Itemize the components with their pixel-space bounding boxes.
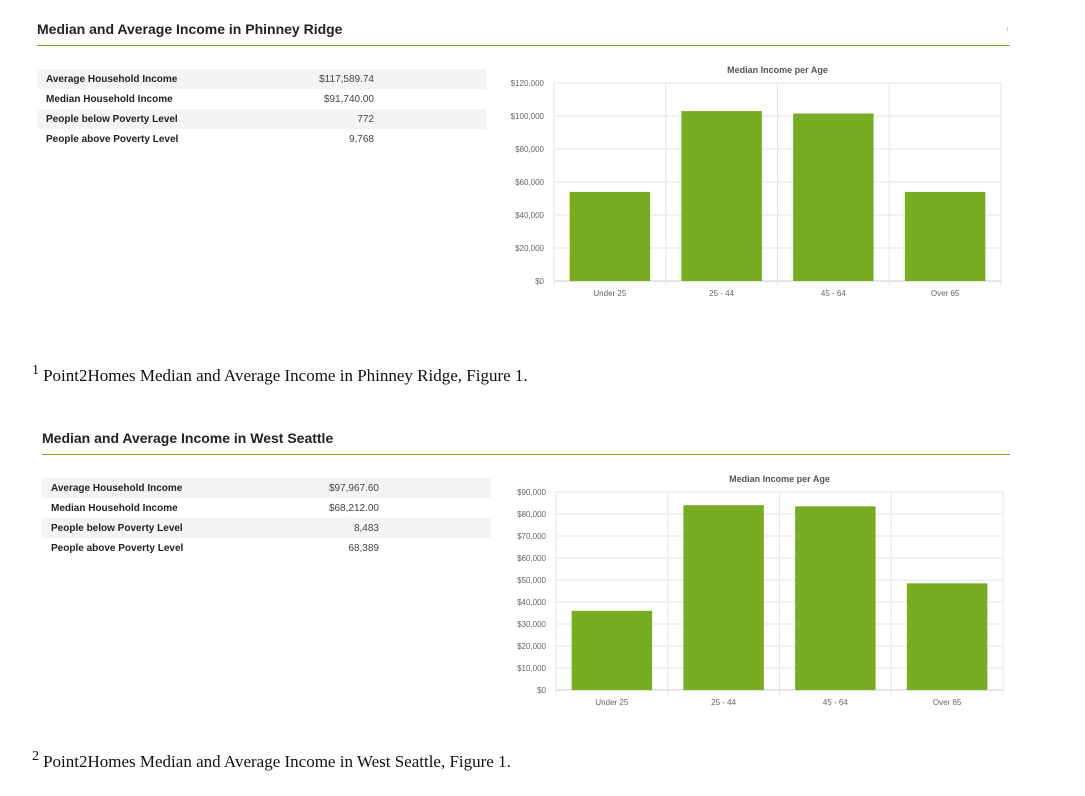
bar xyxy=(795,506,876,690)
x-tick-label: 45 - 64 xyxy=(823,698,848,707)
stat-value: $97,967.60 xyxy=(232,478,379,498)
median-income-chart: Median Income per Age $0 $20,000 $40,000 $60… xyxy=(495,60,1007,305)
y-tick-label: $60,000 xyxy=(515,178,544,187)
y-tick-label: $70,000 xyxy=(517,532,546,541)
stat-value: $68,212.00 xyxy=(328,502,379,514)
x-tick-label: 45 - 64 xyxy=(821,289,846,298)
table-row: Average Household Income $97,967.60 xyxy=(42,478,491,498)
table-row: People above Poverty Level 9,768 xyxy=(37,129,486,149)
bar xyxy=(681,111,762,281)
bar xyxy=(571,610,653,690)
stat-label: Average Household Income xyxy=(42,478,232,498)
stat-value: $91,740.00 xyxy=(323,93,374,105)
stat-label: Median Household Income xyxy=(51,502,178,514)
y-tick-label: $80,000 xyxy=(517,510,546,519)
section-divider xyxy=(42,454,1010,455)
y-tick-label: $0 xyxy=(535,277,544,286)
y-tick-label: $80,000 xyxy=(515,145,544,154)
x-tick-label: Under 25 xyxy=(593,289,626,298)
y-tick-label: $90,000 xyxy=(517,488,546,497)
y-tick-label: $40,000 xyxy=(515,211,544,220)
table-row: People above Poverty Level 68,389 xyxy=(42,538,491,558)
table-row: People below Poverty Level 772 xyxy=(37,109,486,129)
footnote: 2 Point2Homes Median and Average Income i… xyxy=(32,748,511,772)
bar xyxy=(683,505,764,690)
bar xyxy=(793,113,874,282)
footnote-text: Point2Homes Median and Average Income in… xyxy=(43,366,528,385)
income-stats-table: Average Household Income $97,967.60 Medi… xyxy=(42,478,491,558)
table-row: Average Household Income $117,589.74 xyxy=(37,69,486,89)
table-row: Median Household Income $91,740.00 xyxy=(37,89,486,109)
section-mark: i xyxy=(1007,27,1009,33)
x-tick-label: Under 25 xyxy=(595,698,628,707)
stat-value: 772 xyxy=(227,109,374,129)
y-tick-label: $120,000 xyxy=(511,79,545,88)
stat-value: 8,483 xyxy=(232,518,379,538)
x-tick-label: 25 - 44 xyxy=(711,698,736,707)
section-title: Median and Average Income in Phinney Rid… xyxy=(37,21,343,37)
y-tick-label: $10,000 xyxy=(517,664,546,673)
x-tick-label: Over 65 xyxy=(931,289,960,298)
y-tick-label: $40,000 xyxy=(517,598,546,607)
median-income-chart-svg: Median Income per Age $0 $20,000 $40,000 $60… xyxy=(511,65,1002,298)
y-tick-label: $20,000 xyxy=(515,244,544,253)
stat-value: 9,768 xyxy=(348,133,374,145)
section-title: Median and Average Income in West Seattl… xyxy=(42,430,334,446)
chart-title: Median Income per Age xyxy=(727,65,828,75)
y-tick-label: $60,000 xyxy=(517,554,546,563)
bar xyxy=(904,191,986,281)
x-tick-label: 25 - 44 xyxy=(709,289,734,298)
median-income-chart: Median Income per Age $0 $10,000 $20,000 $30… xyxy=(497,469,1009,714)
bar xyxy=(906,583,988,690)
x-tick-label: Over 65 xyxy=(933,698,962,707)
income-stats-table: Average Household Income $117,589.74 Med… xyxy=(37,69,486,149)
stat-label: People above Poverty Level xyxy=(51,542,184,554)
footnote: 1 Point2Homes Median and Average Income i… xyxy=(32,362,528,386)
table-row: People below Poverty Level 8,483 xyxy=(42,518,491,538)
stat-label: Median Household Income xyxy=(46,93,173,105)
bar xyxy=(569,191,651,281)
y-tick-label: $30,000 xyxy=(517,620,546,629)
chart-title: Median Income per Age xyxy=(729,474,830,484)
y-tick-label: $0 xyxy=(537,686,546,695)
stat-label: People above Poverty Level xyxy=(46,133,179,145)
median-income-chart-svg: Median Income per Age $0 $10,000 $20,000 $30… xyxy=(517,474,1004,707)
stat-value: 68,389 xyxy=(348,542,379,554)
stat-label: People below Poverty Level xyxy=(37,109,227,129)
footnote-number: 1 xyxy=(32,362,40,378)
y-tick-label: $20,000 xyxy=(517,642,546,651)
stat-label: Average Household Income xyxy=(37,69,227,89)
section-divider xyxy=(37,45,1010,46)
stat-value: $117,589.74 xyxy=(227,69,374,89)
table-row: Median Household Income $68,212.00 xyxy=(42,498,491,518)
y-tick-label: $100,000 xyxy=(511,112,545,121)
footnote-text: Point2Homes Median and Average Income in… xyxy=(43,752,511,771)
y-tick-label: $50,000 xyxy=(517,576,546,585)
stat-label: People below Poverty Level xyxy=(42,518,232,538)
footnote-number: 2 xyxy=(32,748,40,764)
